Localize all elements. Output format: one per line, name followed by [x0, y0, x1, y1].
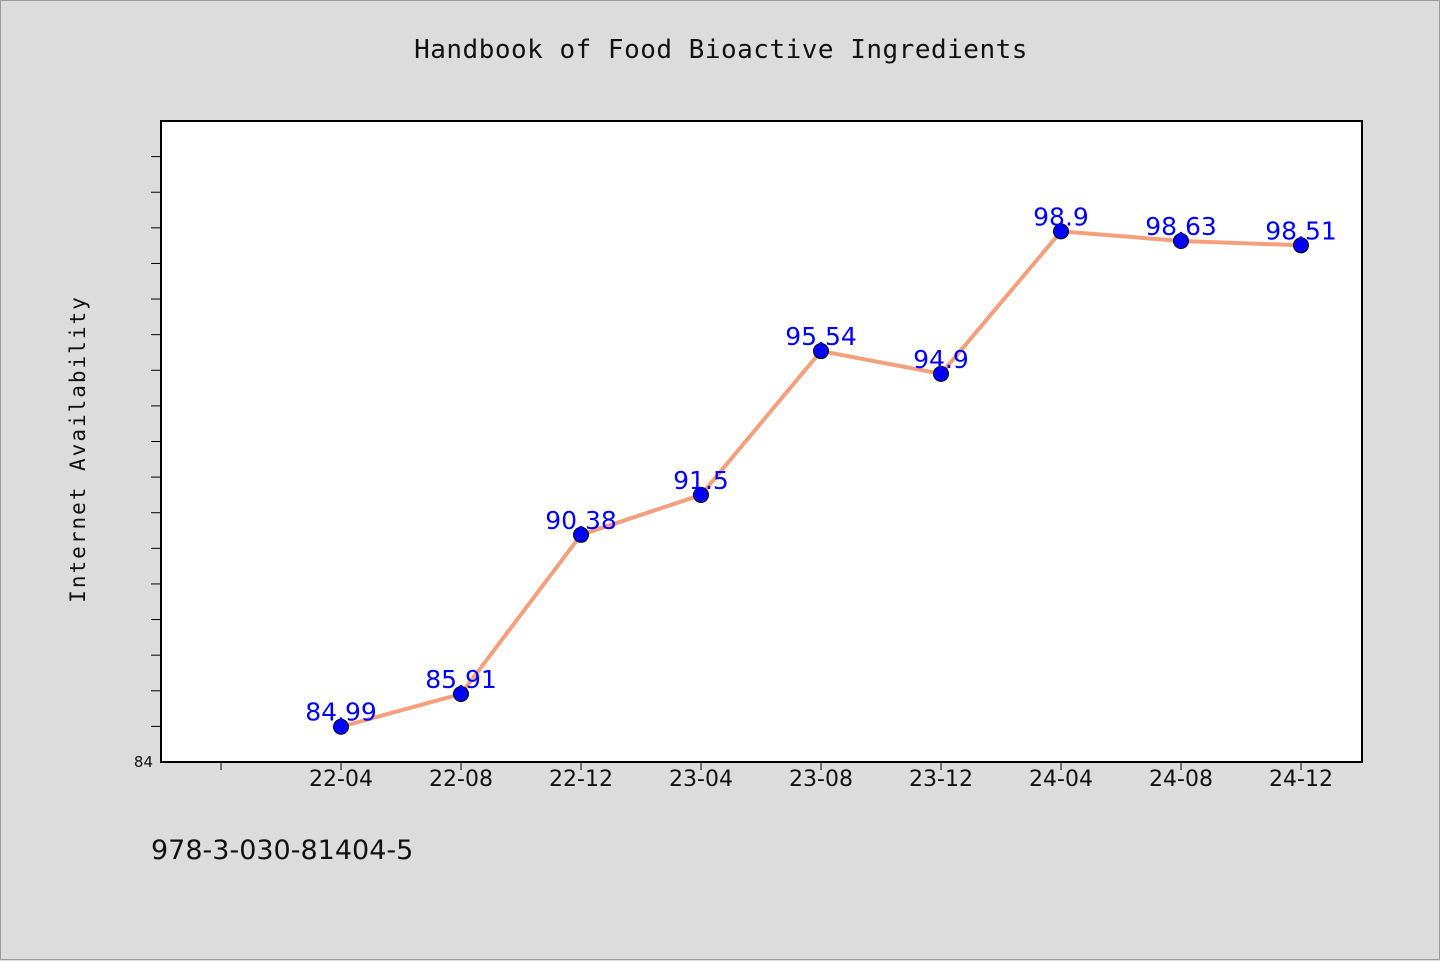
data-point [1293, 237, 1309, 254]
data-labels: 84.99 85.91 90.38 91.5 95.54 94.9 98.9 98.63 98.… [305, 202, 1337, 726]
data-point [453, 685, 469, 702]
x-tick-label: 23-12 [909, 767, 973, 792]
data-point [933, 365, 949, 382]
x-tick-label: 23-04 [669, 767, 733, 792]
data-point [693, 486, 709, 503]
data-label: 98.51 [1265, 216, 1337, 245]
data-label: 98.9 [1033, 202, 1089, 231]
data-label: 90.38 [545, 506, 617, 535]
data-label: 94.9 [913, 345, 969, 374]
data-point [1173, 233, 1189, 250]
data-label: 95.54 [785, 322, 857, 351]
y-ticks: 84 [134, 156, 161, 771]
x-tick-label: 22-04 [309, 767, 373, 792]
data-label: 85.91 [425, 665, 497, 694]
data-point [1053, 223, 1069, 240]
data-label: 98.63 [1145, 212, 1217, 241]
x-tick-label: 24-04 [1029, 767, 1093, 792]
x-tick-label: 22-12 [549, 767, 613, 792]
x-tick-label: 22-08 [429, 767, 493, 792]
data-point [333, 718, 349, 735]
y-tick-label: 84 [134, 753, 153, 771]
chart-title: Handbook of Food Bioactive Ingredients [414, 35, 1028, 65]
x-tick-label: 24-08 [1149, 767, 1213, 792]
data-points [333, 223, 1309, 735]
data-point [573, 526, 589, 543]
data-label: 91.5 [673, 466, 729, 495]
data-point [813, 343, 829, 360]
data-label: 84.99 [305, 698, 377, 727]
x-tick-label: 23-08 [789, 767, 853, 792]
isbn-footer: 978-3-030-81404-5 [151, 835, 414, 866]
plot-area [160, 120, 1363, 763]
x-ticks: 22-04 22-08 22-12 23-04 23-08 23-12 24-04 24-08… [220, 762, 1333, 792]
x-tick-label: 24-12 [1269, 767, 1333, 792]
